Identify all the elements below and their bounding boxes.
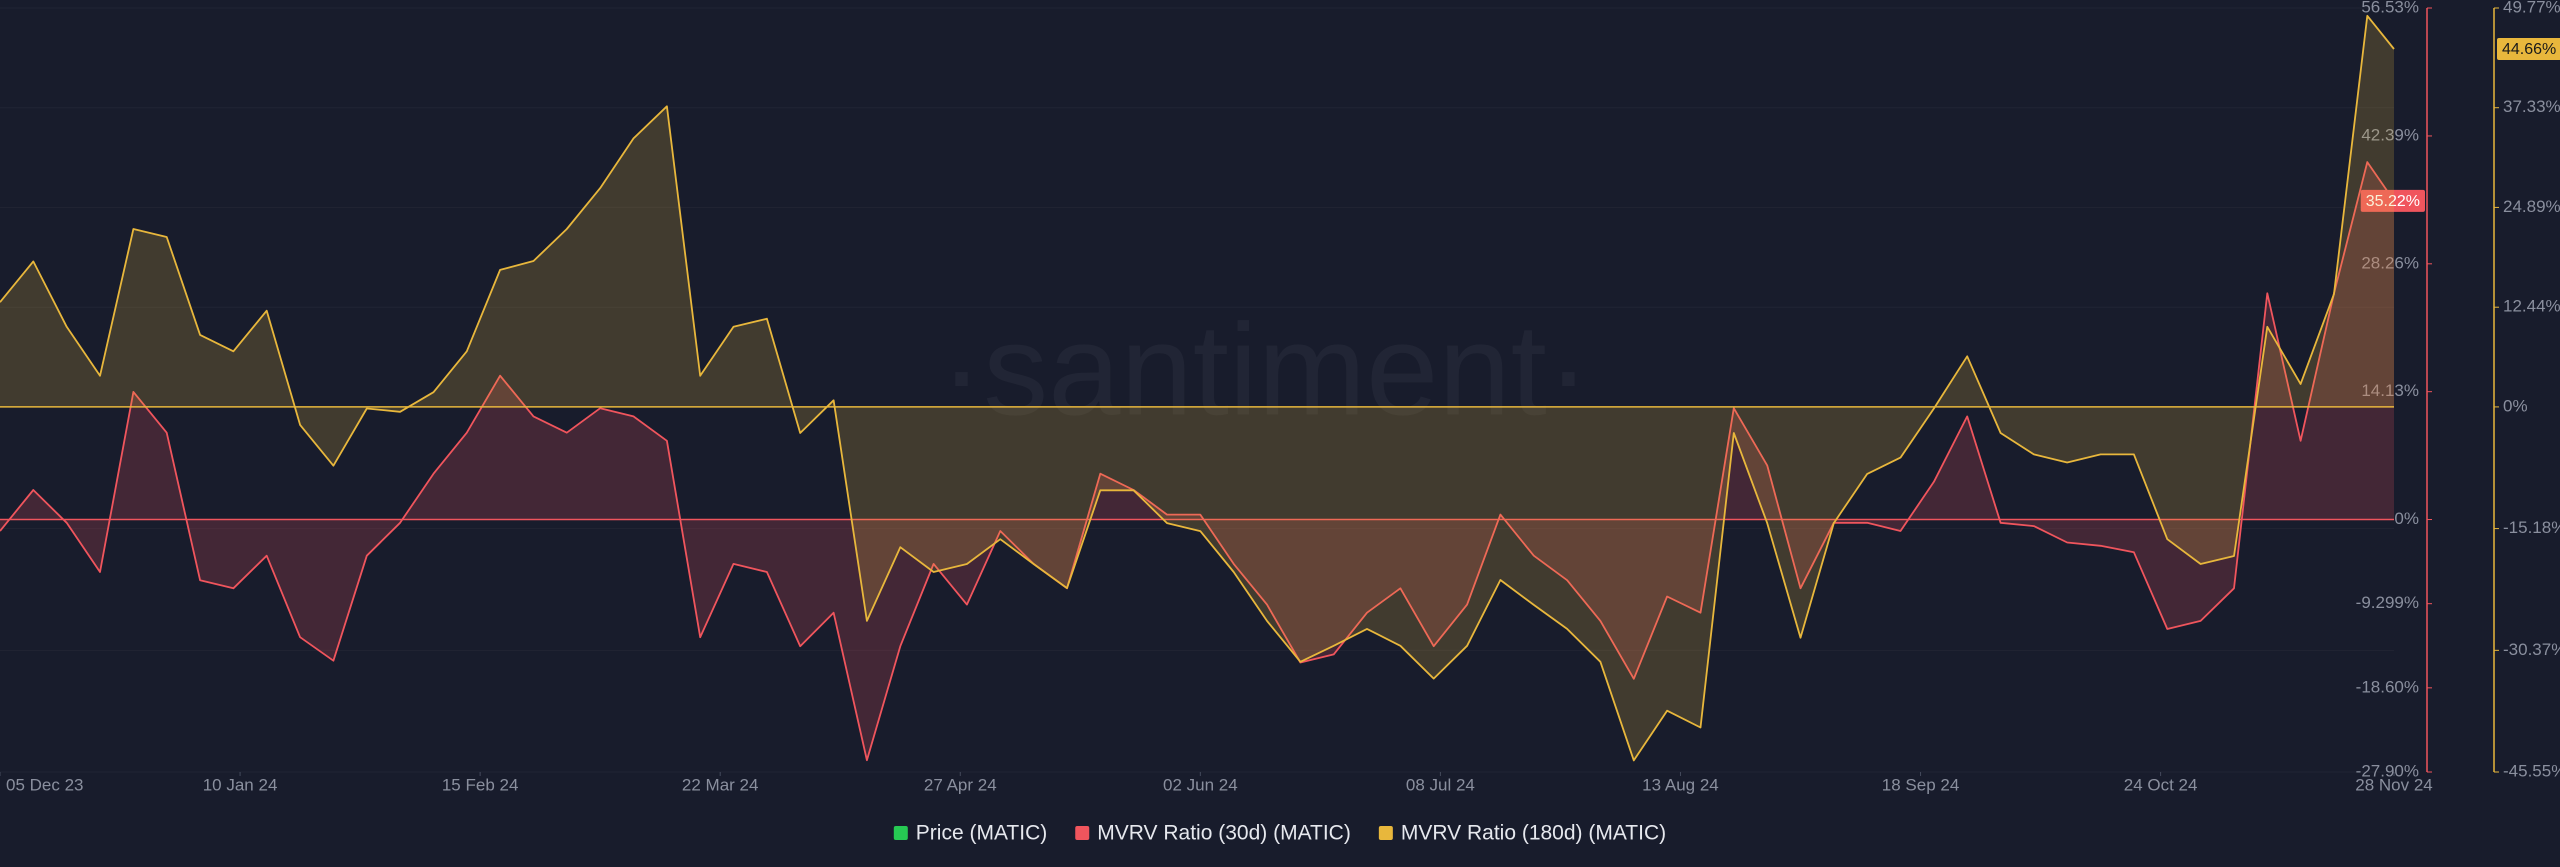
x-tick-label: 24 Oct 24 [2124,775,2198,794]
value-badge-bg [2360,189,2425,212]
y-tick-label: 28.26% [2361,253,2419,272]
x-tick-label: 18 Sep 24 [1882,775,1960,794]
x-tick-label: 02 Jun 24 [1163,775,1238,794]
legend-label: MVRV Ratio (30d) (MATIC) [1097,822,1351,845]
y2-tick-label: 24.89% [2503,197,2560,216]
value-label: 44.66% [2502,41,2556,58]
y2-tick-label: 0% [2503,396,2528,415]
y-tick-label: 14.13% [2361,381,2419,400]
y-tick-label: -18.60% [2356,677,2419,696]
legend-label: MVRV Ratio (180d) (MATIC) [1401,822,1666,845]
legend-item: MVRV Ratio (180d) (MATIC) [1378,822,1666,845]
value-badge: 44.66% [2497,37,2560,60]
legend-swatch [1075,826,1090,840]
value-badge-bg [2497,37,2560,60]
x-tick-label: 15 Feb 24 [442,775,519,794]
y2-tick-label: 49.77% [2503,0,2560,16]
x-tick-label: 05 Dec 23 [6,775,84,794]
x-tick-label: 27 Apr 24 [924,775,997,794]
legend: Price (MATIC) MVRV Ratio (30d) (MATIC) MVR… [893,822,1666,845]
x-tick-label: 08 Jul 24 [1406,775,1475,794]
legend-label: Price (MATIC) [916,822,1047,845]
value-badge: 35.22% [2360,189,2425,212]
line [0,161,2395,762]
x-tick-label: 22 Mar 24 [682,775,759,794]
y-tick-label: 56.53% [2361,0,2419,16]
value-label: 35.22% [2366,193,2420,210]
legend-item: Price (MATIC) [893,822,1047,845]
line [0,14,2395,762]
legend-swatch [1378,826,1393,840]
watermark: ·santiment· [940,296,1590,442]
y-tick-label: -27.90% [2356,761,2419,780]
y-tick-label: 42.39% [2361,125,2419,144]
legend-item: MVRV Ratio (30d) (MATIC) [1075,822,1351,845]
x-tick-label: 28 Nov 24 [2355,775,2433,794]
y-tick-label: -9.299% [2356,593,2419,612]
y2-tick-label: 12.44% [2503,297,2560,316]
area [0,162,2394,761]
y2-tick-label: -30.37% [2503,640,2560,659]
y-tick-label: 0% [2394,509,2419,528]
x-tick-label: 10 Jan 24 [203,775,278,794]
y2-tick-label: 37.33% [2503,97,2560,116]
legend-swatch [893,826,908,840]
y2-tick-label: -15.18% [2503,518,2560,537]
area [0,15,2394,761]
y2-tick-label: -45.55% [2503,761,2560,780]
x-tick-label: 13 Aug 24 [1642,775,1719,794]
